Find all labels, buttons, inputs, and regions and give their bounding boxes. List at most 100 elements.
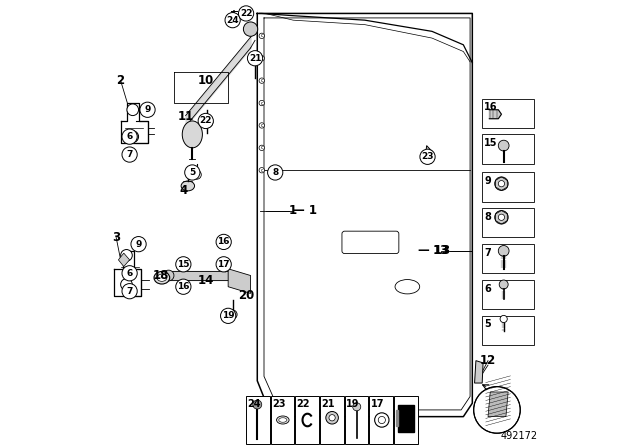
Circle shape	[120, 250, 132, 261]
Text: 7: 7	[127, 287, 132, 296]
Circle shape	[120, 279, 132, 290]
Text: c: c	[260, 168, 263, 173]
Text: 6: 6	[127, 269, 132, 278]
Polygon shape	[228, 269, 250, 293]
Circle shape	[198, 113, 213, 129]
Circle shape	[127, 104, 139, 116]
FancyBboxPatch shape	[482, 316, 534, 345]
Text: 16: 16	[484, 102, 498, 112]
Circle shape	[259, 123, 264, 128]
Text: 14: 14	[198, 273, 214, 287]
Circle shape	[259, 56, 264, 61]
Text: 1: 1	[289, 204, 297, 217]
Ellipse shape	[182, 121, 202, 148]
Text: 16: 16	[218, 237, 230, 246]
Circle shape	[495, 177, 508, 190]
Circle shape	[225, 13, 240, 28]
Text: c: c	[260, 78, 263, 83]
FancyBboxPatch shape	[394, 396, 418, 444]
Text: 16: 16	[177, 282, 189, 291]
FancyBboxPatch shape	[344, 396, 369, 444]
Circle shape	[131, 237, 146, 252]
Text: 12: 12	[480, 354, 496, 367]
Circle shape	[216, 257, 231, 272]
Circle shape	[201, 116, 213, 128]
Circle shape	[228, 310, 237, 319]
Circle shape	[420, 149, 435, 164]
Ellipse shape	[154, 271, 170, 284]
Text: 10: 10	[198, 74, 214, 87]
Polygon shape	[398, 405, 414, 432]
Circle shape	[326, 411, 339, 424]
FancyBboxPatch shape	[369, 396, 393, 444]
Circle shape	[259, 78, 264, 83]
Circle shape	[127, 131, 139, 142]
Ellipse shape	[276, 416, 289, 424]
Text: 22: 22	[200, 116, 212, 125]
Circle shape	[499, 140, 509, 151]
Text: 17: 17	[371, 399, 384, 409]
Text: 13: 13	[433, 244, 449, 258]
Circle shape	[176, 279, 191, 294]
Text: 9: 9	[484, 176, 491, 186]
Text: 24: 24	[227, 16, 239, 25]
Text: 8: 8	[484, 212, 492, 222]
Text: 22: 22	[240, 9, 252, 18]
Text: 17: 17	[218, 260, 230, 269]
FancyBboxPatch shape	[482, 208, 534, 237]
Circle shape	[248, 51, 262, 66]
Circle shape	[239, 6, 253, 21]
Text: c: c	[260, 145, 263, 151]
Polygon shape	[396, 410, 398, 426]
Text: — 13: — 13	[418, 244, 450, 258]
Circle shape	[374, 413, 389, 427]
Circle shape	[140, 102, 155, 117]
Ellipse shape	[157, 274, 167, 281]
Circle shape	[253, 400, 262, 409]
Text: c: c	[260, 123, 263, 128]
Polygon shape	[474, 361, 483, 383]
Text: 23: 23	[272, 399, 285, 409]
Circle shape	[259, 145, 264, 151]
Circle shape	[122, 266, 137, 281]
Circle shape	[192, 170, 201, 179]
Circle shape	[243, 22, 258, 36]
Text: c: c	[260, 56, 263, 61]
Circle shape	[499, 280, 508, 289]
Text: 19: 19	[222, 311, 234, 320]
Circle shape	[495, 211, 508, 224]
Circle shape	[474, 387, 520, 433]
Text: 15: 15	[484, 138, 498, 148]
Text: 7: 7	[127, 150, 132, 159]
Ellipse shape	[279, 418, 287, 422]
Text: 23: 23	[421, 152, 434, 161]
Circle shape	[216, 234, 231, 250]
Polygon shape	[488, 392, 508, 417]
Text: 6: 6	[127, 132, 132, 141]
Ellipse shape	[395, 280, 420, 294]
FancyBboxPatch shape	[342, 231, 399, 254]
Text: 20: 20	[238, 289, 254, 302]
Text: 9: 9	[136, 240, 141, 249]
Circle shape	[353, 403, 361, 411]
Circle shape	[259, 168, 264, 173]
Circle shape	[268, 165, 283, 180]
FancyBboxPatch shape	[482, 280, 534, 309]
Text: 15: 15	[177, 260, 189, 269]
Text: 492172: 492172	[500, 431, 538, 441]
Text: 5: 5	[484, 319, 491, 329]
Text: 24: 24	[248, 399, 261, 409]
Text: 6: 6	[484, 284, 491, 293]
Circle shape	[176, 257, 191, 272]
Circle shape	[131, 134, 135, 139]
FancyBboxPatch shape	[320, 396, 344, 444]
Circle shape	[122, 284, 137, 299]
Circle shape	[163, 270, 174, 281]
Text: 19: 19	[346, 399, 360, 409]
Text: 2: 2	[116, 74, 125, 87]
Text: 21: 21	[249, 54, 261, 63]
Polygon shape	[490, 110, 502, 119]
Ellipse shape	[181, 181, 195, 191]
Circle shape	[122, 147, 137, 162]
Circle shape	[500, 315, 508, 323]
